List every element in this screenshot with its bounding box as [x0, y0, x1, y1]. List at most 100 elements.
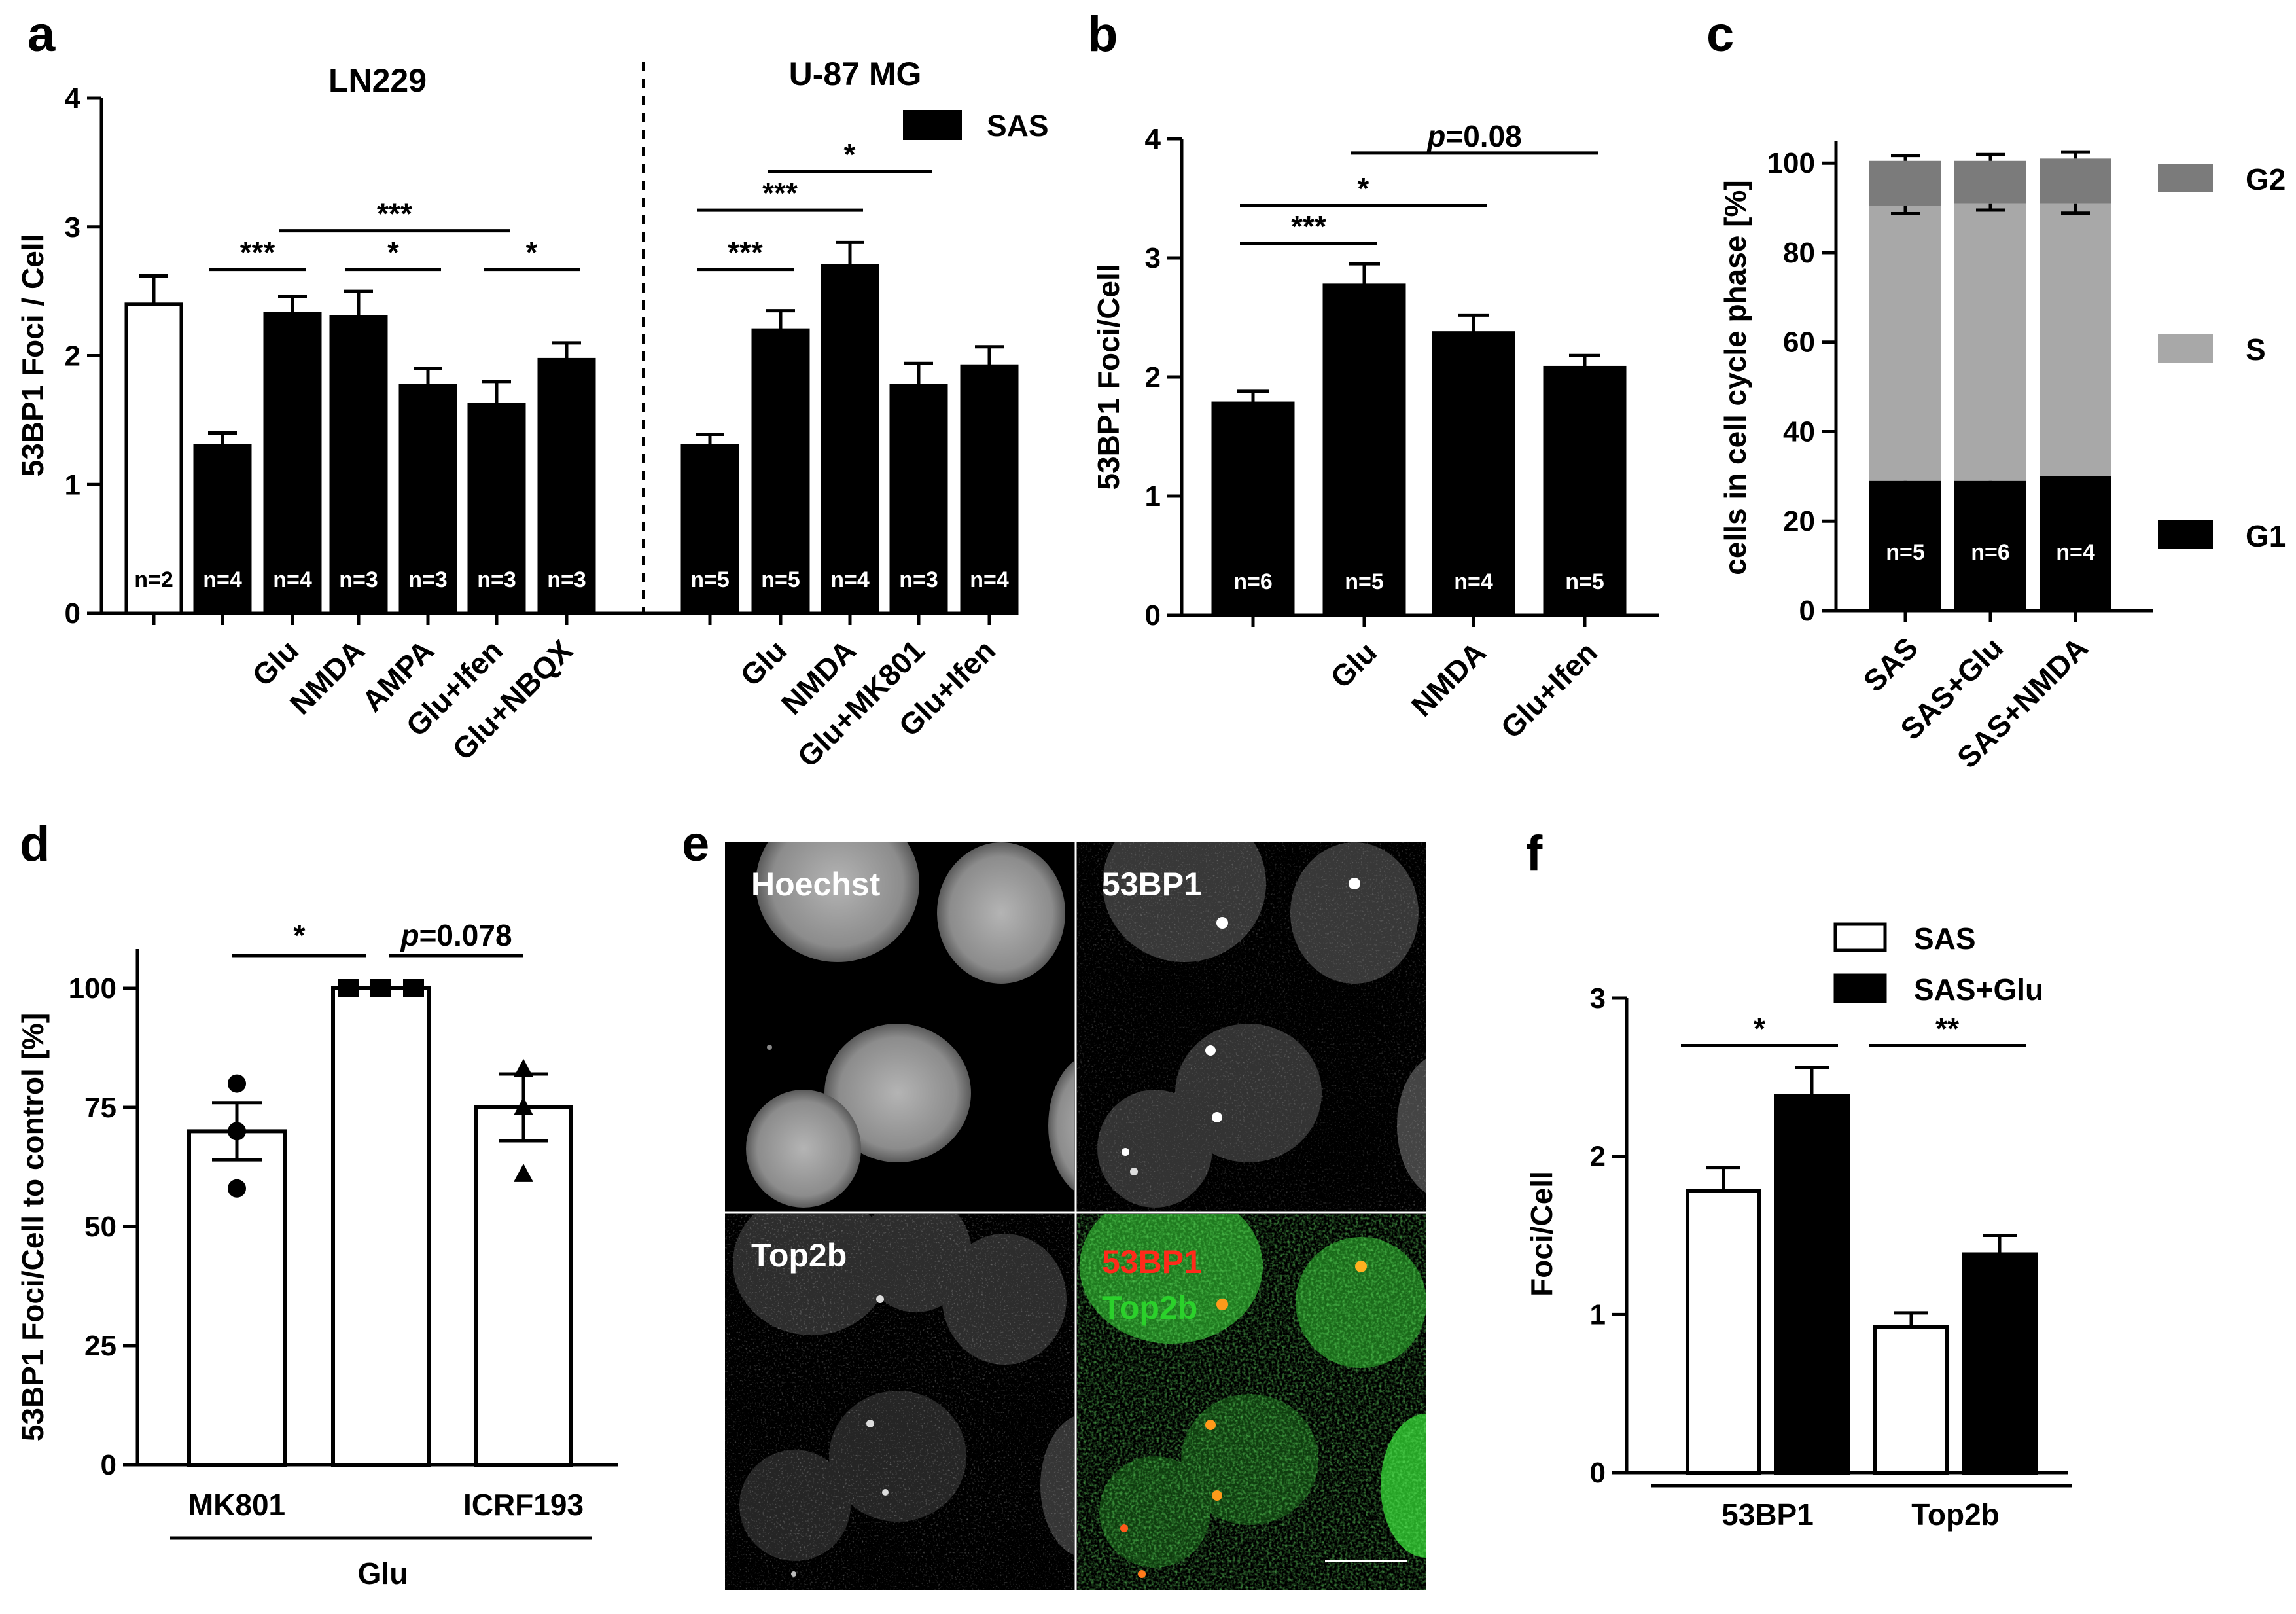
panel-c-legend-label: G2	[2246, 162, 2286, 196]
panel-b-y-label: 53BP1 Foci/Cell	[1091, 264, 1125, 490]
panel-a-n-label: n=5	[690, 567, 730, 592]
panel-c-bar-segment	[1869, 480, 1941, 611]
panel-c-bar-segment	[1954, 203, 2026, 481]
panel-a-n-label: n=3	[339, 567, 378, 592]
micrograph-label-53bp1: 53BP1	[1102, 866, 1202, 903]
panel-a-y-tick-label: 1	[65, 469, 80, 501]
panel-d-y-tick-label: 25	[84, 1330, 116, 1362]
panel-a-y-tick-label: 4	[65, 82, 81, 115]
panel-c-n-label: n=4	[2056, 540, 2095, 565]
panel-d-data-point	[403, 979, 424, 997]
panel-a-legend-label: SAS	[987, 109, 1049, 143]
panel-c-y-tick-label: 20	[1783, 505, 1815, 537]
panel-a-n-label: n=3	[477, 567, 516, 592]
panel-c-y-tick-label: 0	[1799, 595, 1815, 627]
panel-label-b: b	[1087, 7, 1118, 62]
panel-d-data-point	[338, 979, 359, 997]
panel-d-data-point	[228, 1179, 246, 1198]
nucleus	[746, 1090, 861, 1208]
panel-d-significance-label: *	[294, 918, 306, 952]
micrograph-label-hoechst: Hoechst	[751, 866, 881, 903]
panel-b-y-tick-label: 2	[1145, 361, 1161, 393]
focus	[1205, 1420, 1216, 1430]
micrograph-merge	[1077, 1214, 1426, 1590]
panel-d-data-point	[228, 1122, 246, 1141]
panel-d-x-tick-label: ICRF193	[463, 1488, 584, 1522]
panel-a-n-label: n=4	[203, 567, 242, 592]
nucleus	[756, 842, 919, 962]
panel-a-bar	[263, 312, 322, 615]
panel-d-y-tick-label: 75	[84, 1092, 116, 1124]
panel-a-bar	[467, 403, 526, 615]
panel-c-bar-segment	[1869, 160, 1941, 206]
panel-c-legend-swatch	[2158, 520, 2213, 549]
panel-c-bar-segment	[2040, 476, 2111, 611]
panel-c-bar-segment	[1954, 480, 2026, 611]
panel-b-n-label: n=4	[1454, 569, 1493, 594]
panel-c-legend-label: G1	[2246, 519, 2286, 553]
panel-f-legend-label-sas: SAS	[1914, 922, 1976, 956]
panel-c-legend-label: S	[2246, 332, 2266, 367]
focus	[1349, 878, 1360, 889]
panel-a-group-ln229: LN229	[328, 62, 427, 99]
focus	[1120, 1524, 1128, 1532]
panel-d-data-point	[228, 1074, 246, 1093]
panel-a-bar	[329, 315, 388, 615]
panel-d-data-point	[514, 1097, 533, 1115]
panel-f-group-label: 53BP1	[1722, 1497, 1814, 1532]
panel-e-micrographs: Hoechst 53BP1	[725, 842, 1426, 1590]
speck	[767, 1045, 772, 1050]
panel-a-n-label: n=4	[830, 567, 870, 592]
panel-b-bar	[1211, 401, 1295, 617]
panel-a-x-tick-label: Glu	[733, 633, 793, 692]
panel-a-x-tick-label: NMDA	[283, 633, 371, 721]
panel-f-bar	[1873, 1325, 1949, 1475]
panel-a-n-label: n=5	[761, 567, 800, 592]
panel-c-bar-segment	[2040, 203, 2111, 476]
panel-d-y-tick-label: 100	[69, 973, 116, 1005]
panel-f-legend-label-sasglu: SAS+Glu	[1914, 973, 2043, 1007]
panel-b-n-label: n=6	[1233, 569, 1273, 594]
panel-f-y-tick-label: 1	[1590, 1299, 1606, 1331]
panel-a-n-label: n=3	[899, 567, 938, 592]
panel-f-significance-label: *	[1754, 1012, 1765, 1046]
micrograph-top2b	[725, 1214, 1074, 1590]
panel-label-e: e	[682, 816, 709, 872]
panel-f-chart: Foci/Cell SAS SAS+Glu	[1525, 922, 2068, 1475]
focus	[1138, 1570, 1146, 1578]
panel-a-y-label: 53BP1 Foci / Cell	[16, 234, 50, 477]
panel-c-x-tick-label: SAS	[1856, 630, 1924, 698]
panel-d-significance-label: p=0.078	[399, 918, 512, 952]
panel-a-bar	[398, 384, 457, 615]
panel-a-bar	[821, 264, 879, 615]
panel-f-y-tick-label: 0	[1590, 1457, 1606, 1489]
panel-c-bar-segment	[2040, 158, 2111, 204]
panel-label-d: d	[20, 816, 50, 872]
panel-d-y-tick-label: 0	[101, 1449, 116, 1481]
panel-d-y-tick-label: 50	[84, 1211, 116, 1243]
panel-c-y-label: cells in cell cycle phase [%]	[1718, 180, 1752, 575]
panel-b-n-label: n=5	[1565, 569, 1604, 594]
panel-c-y-tick-label: 60	[1783, 327, 1815, 359]
panel-b-bar	[1432, 331, 1515, 617]
panel-d-data-point	[514, 1058, 533, 1077]
panel-a-y-tick-label: 0	[65, 598, 80, 630]
panel-f-y-label: Foci/Cell	[1525, 1171, 1559, 1297]
focus	[1130, 1168, 1138, 1175]
panel-b-significance-label: p=0.08	[1426, 119, 1522, 153]
panel-a-legend-swatch	[903, 110, 962, 140]
panel-a-y-tick-label: 3	[65, 211, 80, 243]
panel-d-x-tick-label: MK801	[188, 1488, 285, 1522]
panel-b-n-label: n=5	[1345, 569, 1384, 594]
micrograph-hoechst	[746, 842, 1074, 1208]
focus	[866, 1420, 874, 1427]
panel-a-n-label: n=4	[970, 567, 1009, 592]
panel-b-significance-label: ***	[1291, 209, 1326, 243]
panel-f-legend-swatch-sasglu	[1833, 973, 1887, 1003]
focus	[876, 1295, 884, 1303]
panel-c-y-tick-label: 100	[1767, 147, 1815, 179]
nucleus	[937, 842, 1065, 984]
panel-d-data-point	[370, 979, 391, 997]
panel-c-n-label: n=5	[1886, 540, 1925, 565]
